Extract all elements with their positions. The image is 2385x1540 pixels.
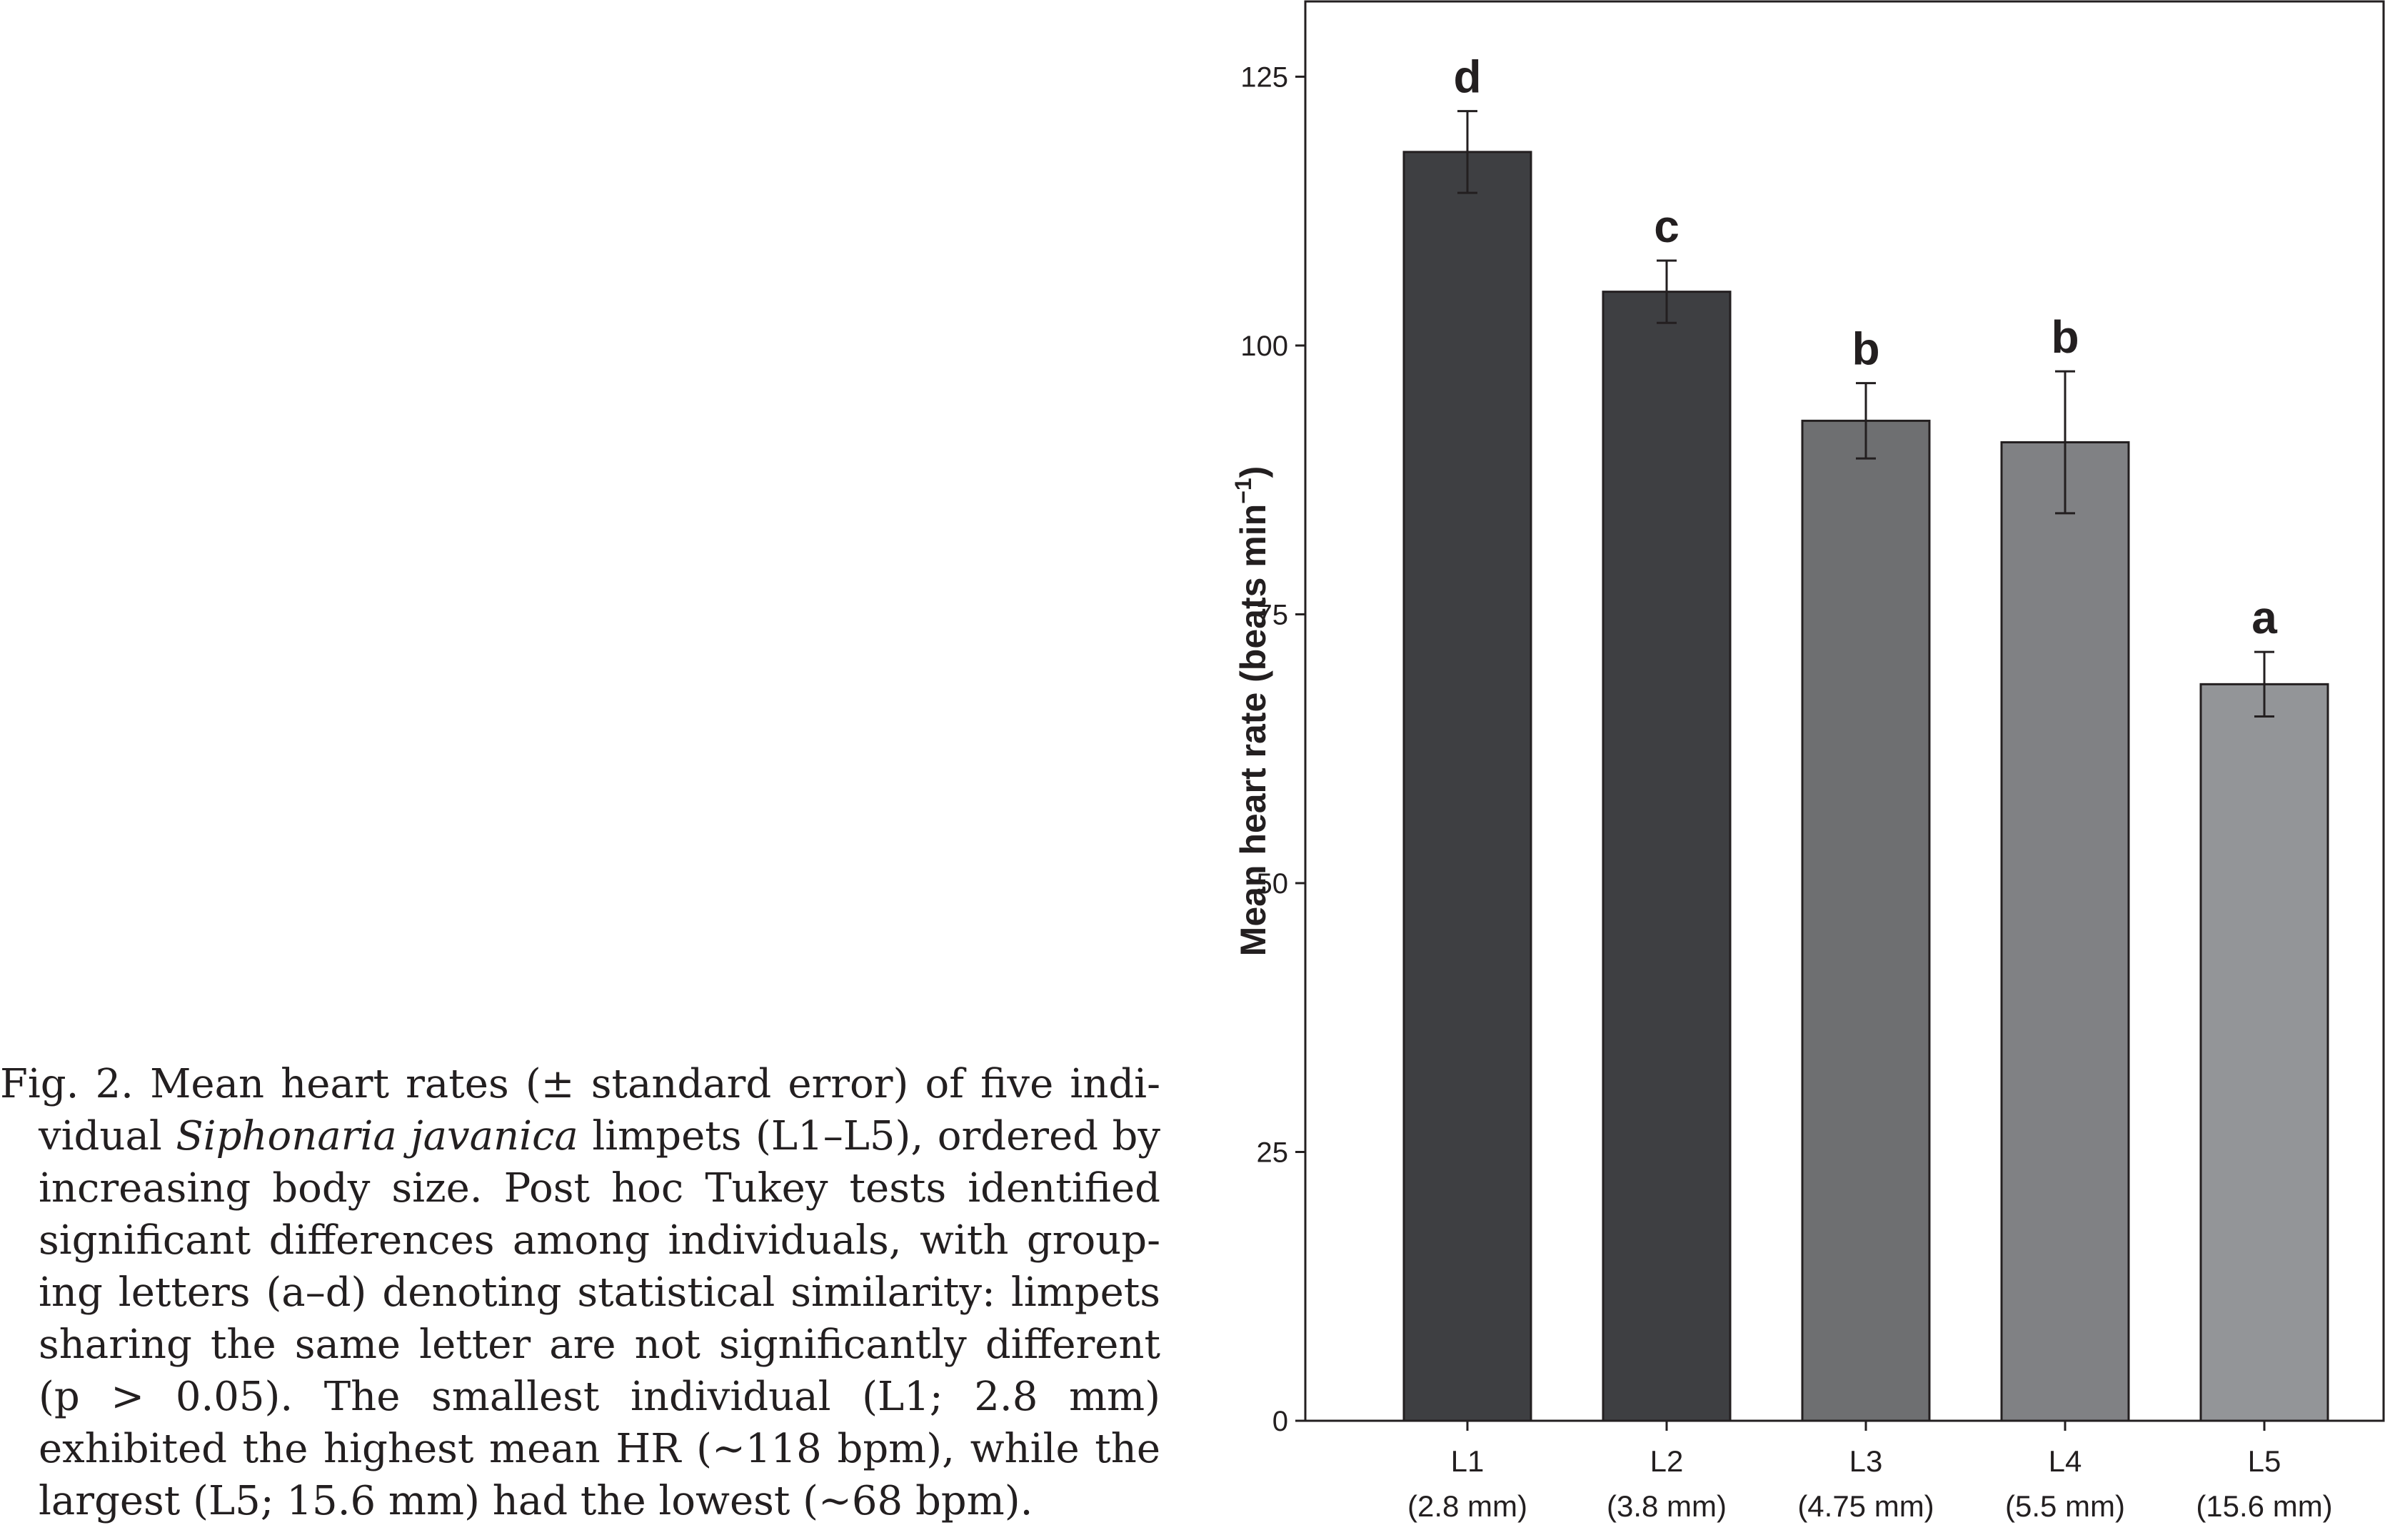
y-tick-label: 125	[1240, 61, 1288, 93]
bar	[1402, 151, 1532, 1422]
significance-letter: d	[1453, 51, 1481, 103]
x-tick-label: L3	[1849, 1444, 1883, 1478]
x-tick-label: L1	[1451, 1444, 1485, 1478]
y-tick-label: 0	[1272, 1406, 1288, 1437]
x-tick-sublabel: (15.6 mm)	[2196, 1489, 2332, 1523]
x-tick-sublabel: (3.8 mm)	[1607, 1489, 1727, 1523]
bar	[2199, 683, 2329, 1422]
y-axis-title-sup: −1	[1230, 478, 1256, 503]
x-tick-sublabel: (2.8 mm)	[1407, 1489, 1527, 1523]
x-tick-sublabel: (5.5 mm)	[2005, 1489, 2125, 1523]
significance-letter: a	[2251, 592, 2277, 643]
x-axis: L1 (2.8 mm) L2 (3.8 mm) L3 (4.75 mm) L4 (5.5 mm…	[1407, 1421, 2333, 1523]
caption-species: Siphonaria javanica	[176, 1113, 578, 1159]
y-tick-label: 100	[1240, 331, 1288, 362]
x-tick-label: L4	[2049, 1444, 2082, 1478]
x-tick-label: L2	[1650, 1444, 1684, 1478]
figure-caption: Fig. 2. Mean heart rates (± standard err…	[0, 1058, 1160, 1527]
bars: d c b b a	[1402, 51, 2329, 1422]
significance-letter: c	[1654, 201, 1679, 252]
y-axis-title-main: Mean heart rate (beats min	[1233, 504, 1273, 957]
caption-rest: limpets (L1–L5), ordered by increasing b…	[39, 1113, 1160, 1524]
y-tick-label: 75	[1257, 599, 1289, 630]
x-tick-sublabel: (4.75 mm)	[1797, 1489, 1934, 1523]
x-tick-label: L5	[2248, 1444, 2281, 1478]
y-axis-title: Mean heart rate (beats min−1)	[1230, 466, 1273, 957]
bar	[1602, 291, 1732, 1422]
y-axis-title-close: )	[1233, 466, 1273, 478]
significance-letter: b	[2051, 311, 2079, 363]
bar	[1801, 419, 1931, 1422]
y-tick-label: 50	[1257, 868, 1289, 900]
y-axis: 0 25 50 75 100 125	[1240, 61, 1305, 1437]
caption-prefix: Fig. 2. Mean heart rates (± standard err…	[0, 1061, 1160, 1159]
significance-letter: b	[1852, 323, 1879, 375]
bar	[2000, 441, 2130, 1422]
y-tick-label: 25	[1257, 1137, 1289, 1168]
